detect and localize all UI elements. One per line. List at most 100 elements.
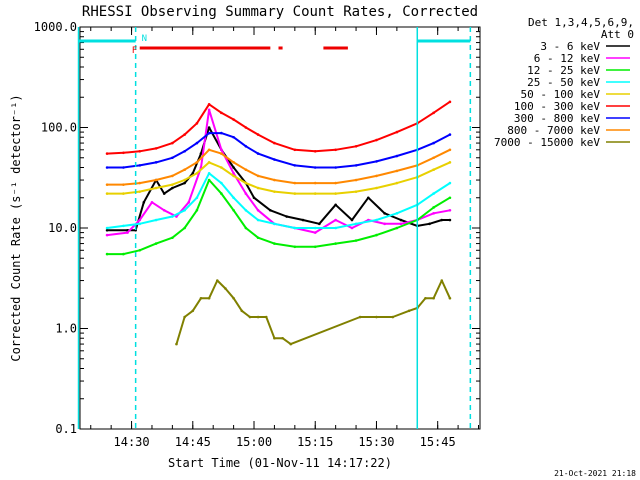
plot-area-frame	[79, 26, 481, 430]
data-point	[395, 169, 399, 173]
data-point	[256, 133, 260, 136]
data-point	[171, 186, 174, 190]
data-point	[199, 152, 203, 155]
data-point	[383, 212, 386, 215]
series-line-8	[175, 279, 451, 346]
data-point	[391, 315, 395, 319]
data-point	[432, 168, 435, 172]
data-point	[162, 192, 166, 195]
data-point	[448, 100, 452, 104]
data-point	[440, 279, 444, 282]
x-tick-label: 14:45	[175, 435, 211, 449]
data-point	[183, 209, 186, 212]
data-point	[207, 172, 211, 175]
data-point	[395, 226, 399, 230]
axes-layer: 0.1 1.0 10.0 100.0 1000.0 14:30 14:45 15:00 15:1…	[34, 20, 480, 449]
data-point	[293, 226, 297, 230]
legend-header-line-2: Att 0	[601, 28, 634, 41]
x-tick-label: 15:00	[236, 435, 272, 449]
series-line-5	[107, 100, 451, 155]
data-point	[207, 108, 211, 112]
data-point	[199, 296, 203, 300]
data-point	[207, 161, 211, 164]
data-point	[256, 315, 260, 319]
data-point	[122, 183, 125, 186]
data-point	[232, 118, 235, 121]
x-tick-label: 15:15	[297, 435, 333, 449]
data-point	[273, 242, 276, 245]
data-point	[264, 315, 268, 319]
data-point	[334, 181, 337, 185]
legend-label: 12 - 25 keV	[527, 64, 600, 77]
data-point	[195, 172, 199, 175]
data-point	[428, 222, 431, 226]
data-point	[375, 315, 378, 319]
data-point	[424, 296, 427, 300]
data-point	[232, 174, 235, 178]
data-point	[171, 156, 174, 160]
data-point	[256, 209, 260, 212]
data-point	[334, 192, 337, 195]
data-point	[220, 131, 223, 135]
data-point	[171, 183, 174, 186]
data-point	[232, 166, 235, 169]
y-tick-label: 1000.0	[34, 20, 77, 34]
y-axis-label: Corrected Count Rate (s⁻¹ detector⁻¹)	[9, 94, 23, 361]
data-point	[154, 178, 158, 182]
data-point	[301, 218, 305, 222]
data-point	[354, 178, 358, 182]
data-point	[354, 239, 358, 242]
data-point	[171, 215, 174, 218]
data-point	[122, 252, 125, 256]
data-point	[248, 315, 252, 319]
data-point	[232, 161, 235, 164]
data-point	[138, 181, 142, 185]
data-point	[256, 152, 260, 155]
data-point	[138, 149, 142, 153]
data-point	[256, 218, 260, 222]
data-point	[448, 181, 452, 185]
data-point	[220, 111, 223, 115]
series-line-4	[107, 161, 451, 195]
data-point	[138, 222, 142, 226]
data-point	[440, 218, 444, 222]
data-point	[334, 242, 337, 245]
data-point	[244, 181, 248, 185]
data-point	[334, 226, 337, 230]
data-point	[183, 178, 186, 182]
data-point	[154, 161, 158, 164]
data-point	[183, 315, 186, 319]
data-point	[105, 226, 109, 230]
data-point	[399, 222, 403, 226]
data-point	[313, 181, 317, 185]
data-point	[318, 222, 321, 226]
data-point	[252, 196, 256, 200]
legend-label: 3 - 6 keV	[540, 40, 600, 53]
data-point	[273, 190, 276, 193]
data-point	[207, 103, 211, 106]
data-point	[281, 336, 284, 340]
data-point	[150, 201, 154, 204]
data-point	[407, 309, 411, 313]
series-line-1	[106, 108, 451, 237]
data-point	[105, 183, 109, 186]
data-point	[240, 309, 244, 313]
data-point	[175, 215, 178, 218]
data-point	[354, 190, 358, 193]
data-point	[122, 166, 125, 169]
data-point	[293, 148, 297, 152]
series-line-7	[107, 148, 451, 186]
data-point	[215, 279, 219, 282]
flag-label-N: N	[142, 34, 147, 44]
y-tick-label: 0.1	[55, 422, 77, 436]
series-line-2	[107, 179, 451, 256]
data-point	[220, 152, 223, 155]
data-point	[375, 186, 378, 190]
data-point	[285, 215, 288, 218]
data-point	[432, 212, 435, 215]
data-point	[171, 141, 174, 145]
data-point	[126, 231, 129, 234]
data-point	[207, 296, 211, 300]
